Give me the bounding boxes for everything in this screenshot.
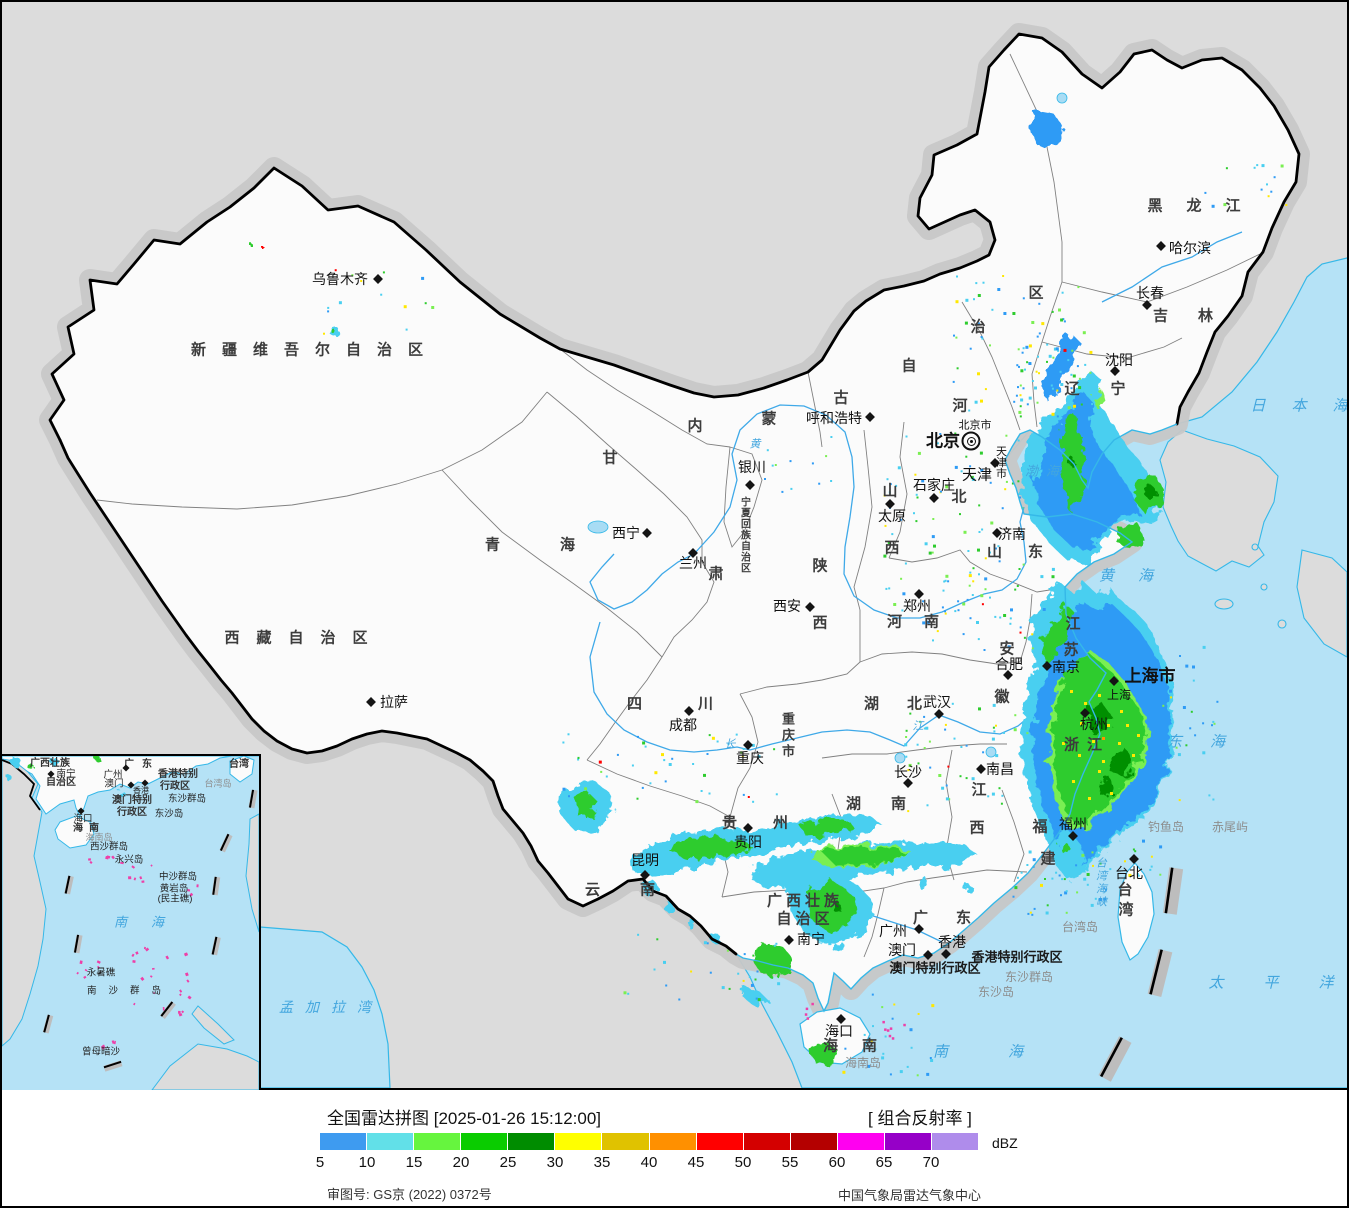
legend-tick: 20 — [452, 1154, 470, 1171]
inset-nine-dash-line — [42, 789, 258, 1072]
legend-tick: 35 — [593, 1154, 611, 1171]
legend-color-cell — [649, 1133, 696, 1150]
inset-hainan — [54, 815, 95, 849]
legend-color-cell — [367, 1133, 414, 1150]
legend-tick: 25 — [499, 1154, 517, 1171]
colorbar — [320, 1133, 979, 1150]
poyang-lake — [985, 746, 997, 758]
legend-color-cell — [932, 1133, 979, 1150]
approval-number: 审图号: GS京 (2022) 0372号 — [327, 1187, 492, 1202]
legend-color-cell — [743, 1133, 790, 1150]
songhua-river — [1101, 231, 1243, 303]
legend-tick: 40 — [640, 1154, 658, 1171]
legend-tick: 45 — [687, 1154, 705, 1171]
legend-color-cell — [320, 1133, 367, 1150]
legend-color-cell — [884, 1133, 932, 1150]
agency-name: 中国气象局雷达气象中心 — [838, 1188, 982, 1203]
legend-color-cell — [508, 1133, 555, 1150]
radar-echo-xinjiang — [250, 244, 340, 337]
eleven-dash-line — [1098, 867, 1184, 1082]
taiwan-island — [1117, 862, 1155, 961]
legend-tick: 50 — [734, 1154, 752, 1171]
china-coastline — [735, 423, 1178, 1013]
legend-tick: 70 — [922, 1154, 940, 1171]
foreign-coast-land — [1159, 429, 1347, 658]
national-border-land — [48, 32, 1301, 442]
inset-taiwan — [229, 755, 255, 783]
province-borders — [96, 53, 1261, 958]
legend-tick: 60 — [828, 1154, 846, 1171]
unit-label: dBZ — [992, 1135, 1018, 1151]
map-title: 全国雷达拼图 [2025-01-26 15:12:00] — [327, 1109, 602, 1128]
china-landmass — [50, 34, 1299, 1011]
legend-color-cell — [790, 1133, 837, 1150]
legend-tick: 55 — [781, 1154, 799, 1171]
map-graphics — [2, 2, 1347, 1088]
legend-color-cell — [602, 1133, 649, 1150]
dongting-lake — [894, 752, 906, 764]
legend-tick: 10 — [358, 1154, 376, 1171]
legend-color-cell — [414, 1133, 461, 1150]
legend-color-cell — [555, 1133, 602, 1150]
radar-scattered-specks — [323, 164, 1288, 1077]
hulun-lake — [1056, 92, 1068, 104]
legend-tick: 5 — [315, 1154, 325, 1171]
legend-color-cell — [461, 1133, 508, 1150]
kyushu — [1296, 549, 1347, 658]
inset-vietnam-border — [2, 759, 41, 811]
inset-palawan — [191, 1005, 235, 1045]
magenta-specks — [804, 1002, 906, 1040]
radar-echo-east-coast — [1020, 582, 1175, 879]
national-border-south — [58, 438, 738, 956]
inset-radar-bits — [7, 756, 125, 797]
inset-vietnam — [2, 758, 47, 1047]
legend-color-cell — [696, 1133, 743, 1150]
jeju-island — [1214, 598, 1234, 610]
radar-map: 新疆维吾尔自治区 西藏自治区 青海甘肃内蒙古自治区宁夏回族自治区河北山西山东陕西河南… — [2, 2, 1347, 1091]
radar-echo-east-yellow-specks — [1062, 690, 1140, 800]
legend-color-cell — [837, 1133, 884, 1150]
product-label: [ 组合反射率 ] — [868, 1109, 972, 1128]
korea-peninsula — [1159, 429, 1279, 572]
legend-panel: 全国雷达拼图 [2025-01-26 15:12:00] [ 组合反射率 ] d… — [2, 1090, 1347, 1206]
radar-echo-southwest — [558, 780, 977, 1064]
inset-island-marks — [76, 855, 199, 1050]
legend-tick: 30 — [546, 1154, 564, 1171]
legend-tick: 15 — [405, 1154, 423, 1171]
inset-map-south-china-sea — [2, 754, 261, 1091]
qinghai-lake — [587, 520, 609, 534]
legend-tick: 65 — [875, 1154, 893, 1171]
